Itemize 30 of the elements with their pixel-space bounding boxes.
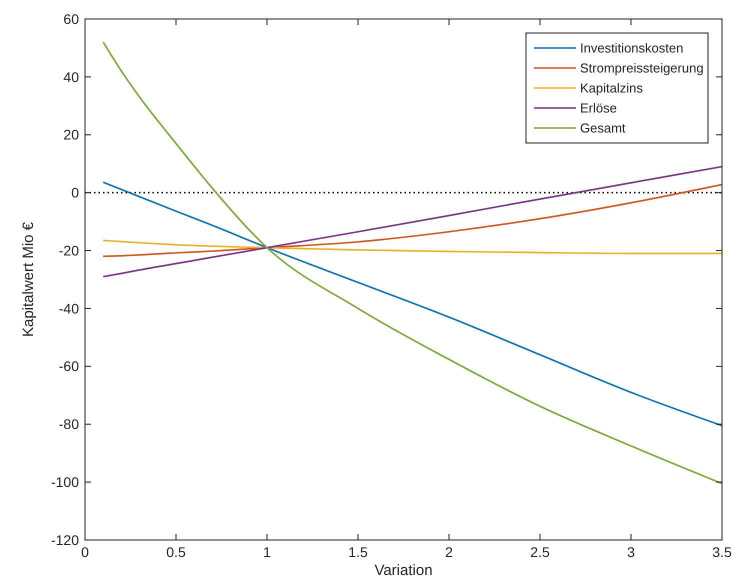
y-tick-label: -120 xyxy=(50,532,80,548)
line-series xyxy=(102,41,723,484)
y-tick-label: 0 xyxy=(71,184,80,201)
x-tick-label: 3 xyxy=(627,544,636,560)
x-tick-label: 1.5 xyxy=(348,544,368,560)
line-series xyxy=(102,181,723,426)
legend-label: Gesamt xyxy=(580,120,626,136)
x-axis-title: Variation xyxy=(374,562,433,579)
line-series xyxy=(102,166,723,278)
y-tick-label: 40 xyxy=(63,68,80,85)
legend-label: Erlöse xyxy=(580,100,617,116)
legend-label: Kapitalzins xyxy=(580,80,644,96)
y-tick-label: 60 xyxy=(63,10,80,27)
line-series xyxy=(102,184,723,258)
y-tick-label: -60 xyxy=(58,358,80,374)
y-tick-label: -80 xyxy=(58,416,80,432)
x-tick-label: 0.5 xyxy=(166,544,186,560)
y-tick-label: 20 xyxy=(63,126,80,143)
x-tick-label: 0 xyxy=(81,544,90,560)
y-tick-label: -40 xyxy=(58,300,80,316)
x-tick-label: 2 xyxy=(445,544,454,560)
x-tick-label: 3.5 xyxy=(712,544,732,560)
y-tick-label: -100 xyxy=(50,474,80,490)
y-tick-label: -20 xyxy=(58,242,80,258)
legend-label: Investitionskosten xyxy=(580,40,684,56)
x-tick-label: 2.5 xyxy=(530,544,550,560)
x-tick-label: 1 xyxy=(263,544,272,560)
legend-label: Strompreissteigerung xyxy=(580,60,704,76)
y-axis-title: Kapitalwert Mio € xyxy=(20,221,37,338)
line-series xyxy=(102,240,723,254)
